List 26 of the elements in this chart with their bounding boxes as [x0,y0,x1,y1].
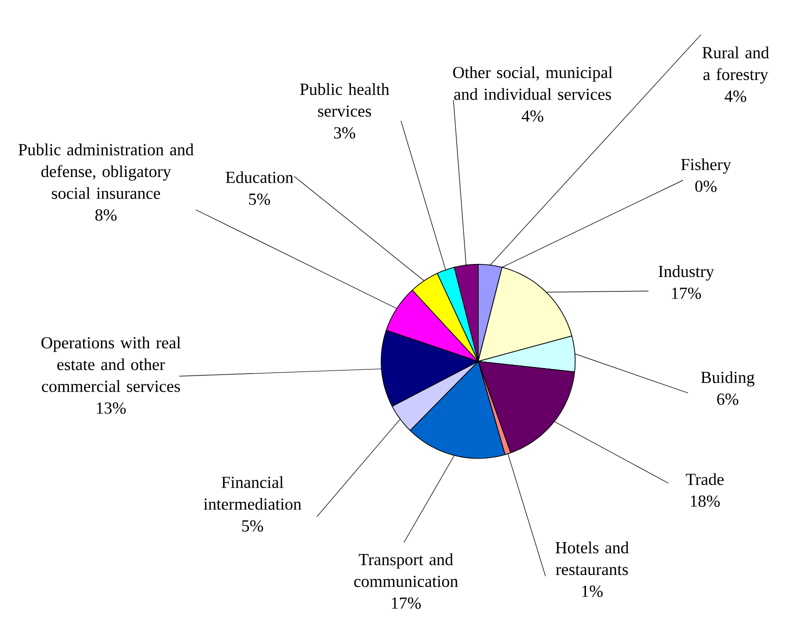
data-label: 13% [96,402,126,414]
slice-label: Rural and a forestry [702,46,770,84]
slice-label: Buiding [701,371,754,387]
data-label: 5% [242,520,264,532]
data-label: 17% [392,598,421,609]
slice-label: Other social, municipal and individual services [453,66,612,100]
slice-label: Industry [658,265,714,281]
data-label: 5% [249,194,270,206]
slice-label: Public administration and defense, obligatory social insurance [18,144,194,200]
slice-label: Transport and communication [354,554,458,588]
data-label: 4% [724,90,746,102]
text: 0% [695,180,717,192]
category-label: Fishery [681,158,732,174]
data-label: 1% [582,586,603,598]
slice-label: Operations with real estate and other commercial services [41,336,181,392]
data-label: 18% [690,496,720,508]
data-label: 4% [522,110,544,122]
data-label: 3% [334,127,356,139]
slice-label: Financial intermediation [204,476,302,510]
slice-label: Trade [686,473,724,486]
slice-label: Public health services [300,83,390,117]
data-label: 6% [717,394,738,406]
data-label: 17% [672,288,701,300]
data-label: 8% [95,209,117,221]
slice-label: Education [226,171,294,184]
slice-label: Hotels and restaurants [556,542,629,576]
